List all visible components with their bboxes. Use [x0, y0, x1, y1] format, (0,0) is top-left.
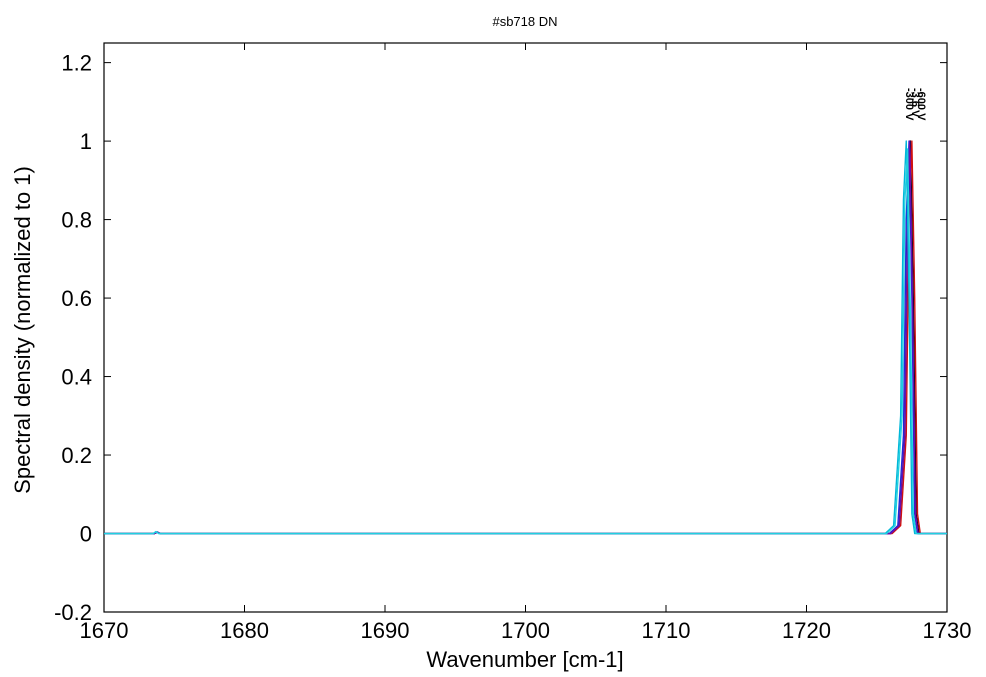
plot-frame [103, 42, 948, 613]
series-line-2 [104, 140, 947, 535]
y-axis-label: Spectral density (normalized to 1) [10, 166, 35, 494]
y-tick-label: 0.6 [61, 286, 92, 311]
x-tick-label: 1730 [923, 618, 972, 643]
x-tick-label: 1680 [220, 618, 269, 643]
x-axis: 1670 1680 1690 1700 1710 1720 1730 [80, 43, 972, 643]
y-tick-label: 0.4 [61, 365, 92, 390]
y-tick-label: -0.2 [54, 600, 92, 625]
x-tick-label: 1710 [642, 618, 691, 643]
x-tick-label: 1720 [782, 618, 831, 643]
y-tick-label: 0.2 [61, 443, 92, 468]
y-tick-label: 1 [80, 129, 92, 154]
x-tick-label: 1690 [361, 618, 410, 643]
series-line-5 [104, 140, 947, 535]
peak-label-3: -600 V [915, 88, 927, 121]
y-axis: -0.2 0 0.2 0.4 0.6 0.8 1 1.2 [54, 51, 947, 625]
series-line-4 [104, 140, 947, 535]
x-tick-label: 1670 [80, 618, 129, 643]
chart-title: #sb718 DN [492, 14, 557, 29]
series-line-1 [104, 140, 947, 535]
y-tick-label: 0 [80, 522, 92, 547]
x-axis-label: Wavenumber [cm-1] [426, 647, 623, 672]
peak-labels: -3.6 V -300 V -600 V [903, 88, 927, 121]
series-line-3 [104, 140, 947, 535]
peak-label-2: -300 V [903, 88, 915, 121]
series-layer [104, 140, 947, 535]
y-tick-label: 0.8 [61, 208, 92, 233]
series-line-6 [104, 148, 947, 535]
x-tick-label: 1700 [501, 618, 550, 643]
peak-label-1: -3.6 V [909, 88, 921, 118]
y-tick-label: 1.2 [61, 51, 92, 76]
